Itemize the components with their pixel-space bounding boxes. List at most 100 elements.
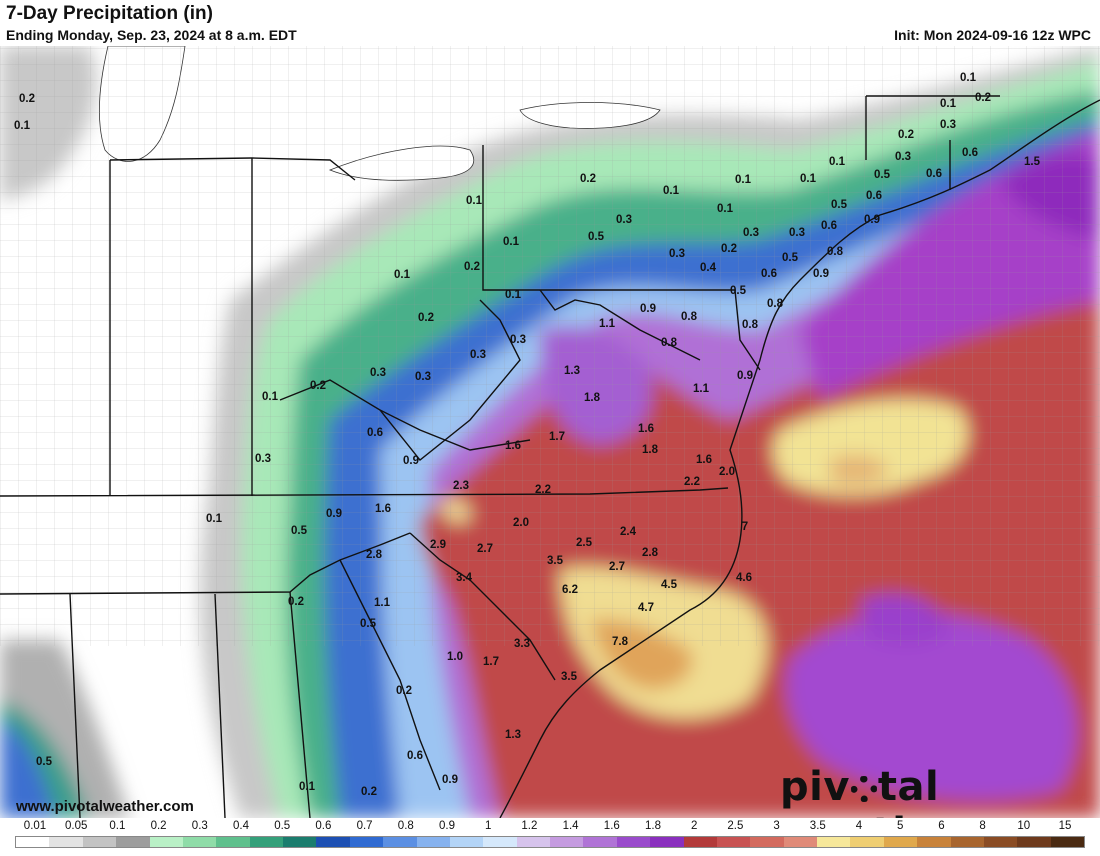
precip-value-label: 3.3 — [514, 638, 530, 650]
precip-value-label: 7 — [741, 521, 749, 533]
precip-value-label: 0.1 — [466, 195, 482, 207]
precip-value-label: 0.5 — [730, 285, 746, 297]
precip-value-label: 0.1 — [735, 174, 751, 186]
legend-swatch — [182, 837, 217, 847]
precip-value-label: 0.6 — [821, 220, 837, 232]
precip-value-label: 0.1 — [717, 203, 733, 215]
legend-tick-label: 0.6 — [315, 820, 332, 832]
precip-value-label: 0.2 — [721, 243, 737, 255]
color-legend: 0.01 0.05 0.1 0.2 0.3 0.4 0.5 0.6 0.7 0.8 0.9 1 1.2 1… — [0, 818, 1100, 850]
precip-value-label: 6.2 — [562, 584, 578, 596]
legend-swatch — [650, 837, 684, 847]
precip-value-label: 0.2 — [288, 596, 304, 608]
map-title: 7-Day Precipitation (in) — [6, 3, 213, 24]
precip-value-label: 0.8 — [827, 246, 843, 258]
precip-value-label: 0.1 — [262, 391, 278, 403]
legend-swatch — [383, 837, 417, 847]
precip-value-label: 2.8 — [642, 547, 658, 559]
precip-value-label: 0.3 — [616, 214, 632, 226]
precip-value-label: 0.3 — [415, 371, 431, 383]
init-time-label: Init: Mon 2024-09-16 12z WPC — [894, 27, 1091, 43]
valid-time-subtitle: Ending Monday, Sep. 23, 2024 at 8 a.m. E… — [6, 27, 297, 43]
legend-swatch — [49, 837, 83, 847]
legend-swatch — [483, 837, 517, 847]
precip-value-label: 2.0 — [719, 466, 735, 478]
precip-value-label: 3.5 — [561, 671, 577, 683]
legend-swatch — [917, 837, 951, 847]
precip-value-label: 0.3 — [255, 453, 271, 465]
precip-value-label: 0.1 — [663, 185, 679, 197]
legend-tick-label: 6 — [938, 820, 945, 832]
legend-swatch — [883, 837, 918, 847]
precip-value-label: 1.8 — [642, 444, 658, 456]
precip-value-label: 1.6 — [696, 454, 712, 466]
precip-value-label: 0.5 — [831, 199, 847, 211]
precip-value-label: 0.3 — [940, 119, 956, 131]
precip-value-label: 3.5 — [547, 555, 563, 567]
legend-swatch — [416, 837, 450, 847]
map-canvas — [0, 46, 1100, 818]
precip-value-label: 0.2 — [19, 93, 35, 105]
precip-value-label: 2.7 — [477, 543, 493, 555]
legend-tick-label: 1.8 — [645, 820, 661, 832]
legend-swatch — [1017, 837, 1051, 847]
legend-swatch — [349, 837, 384, 847]
precip-value-label: 0.1 — [14, 120, 30, 132]
legend-swatch — [550, 837, 584, 847]
legend-tick-label: 2 — [690, 820, 698, 832]
precip-value-label: 0.9 — [326, 508, 342, 520]
precip-value-label: 1.7 — [483, 656, 499, 668]
precip-value-label: 1.1 — [599, 318, 615, 330]
legend-tick-label: 0.3 — [191, 820, 208, 832]
precip-value-label: 0.3 — [510, 334, 526, 346]
precip-value-label: 0.6 — [926, 168, 942, 180]
legend-swatch — [82, 837, 117, 847]
precip-value-label: 2.9 — [430, 539, 446, 551]
precip-value-label: 0.2 — [396, 685, 412, 697]
legend-swatch — [116, 837, 150, 847]
precip-value-label: 0.1 — [394, 269, 410, 281]
precip-value-label: 4.7 — [638, 602, 654, 614]
legend-tick-label: 0.1 — [109, 820, 126, 832]
precip-value-label: 4.5 — [661, 579, 677, 591]
precip-value-label: 0.9 — [403, 455, 419, 467]
legend-tick-label: 15 — [1058, 820, 1072, 832]
precip-value-label: 0.1 — [940, 98, 956, 110]
legend-swatch — [216, 837, 250, 847]
precip-value-label: 2.7 — [609, 561, 625, 573]
precip-value-label: 0.8 — [767, 298, 783, 310]
precip-value-label: 2.2 — [535, 484, 551, 496]
precipitation-map[interactable]: 0.2 0.1 0.1 0.2 0.1 0.3 0.2 0.3 0.6 1.5 0.2 0.1 0.1 0… — [0, 46, 1100, 818]
state-boundaries — [0, 95, 1000, 818]
precip-value-label: 1.3 — [564, 365, 580, 377]
precip-value-label: 0.1 — [505, 289, 521, 301]
legend-tick-label: 0.4 — [233, 820, 249, 832]
legend-tick-label: 1.4 — [562, 820, 579, 832]
legend-swatch — [316, 837, 350, 847]
precip-value-label: 0.3 — [743, 227, 759, 239]
precip-value-label: 0.8 — [681, 311, 697, 323]
precip-value-label: 2.5 — [576, 537, 592, 549]
legend-tick-label: 0.5 — [274, 820, 291, 832]
precip-value-label: 0.5 — [291, 525, 307, 537]
legend-tick-label: 0.9 — [439, 820, 455, 832]
precip-value-label: 0.9 — [813, 268, 829, 280]
legend-swatch — [1050, 837, 1084, 847]
precip-value-label: 0.3 — [789, 227, 805, 239]
precip-value-label: 0.9 — [442, 774, 458, 786]
precip-value-label: 0.2 — [361, 786, 377, 798]
precip-value-label: 1.6 — [638, 423, 654, 435]
precip-value-label: 0.2 — [898, 129, 914, 141]
legend-ticks: 0.01 0.05 0.1 0.2 0.3 0.4 0.5 0.6 0.7 0.8 0.9 1 1.2 1… — [0, 820, 1100, 834]
precip-value-label: 1.6 — [505, 440, 521, 452]
legend-tick-label: 0.01 — [23, 820, 47, 832]
legend-color-bar — [15, 836, 1085, 848]
precip-value-label: 1.6 — [375, 503, 391, 515]
precip-value-label: 0.6 — [761, 268, 777, 280]
precip-value-label: 0.5 — [874, 169, 890, 181]
legend-swatch — [817, 837, 851, 847]
precip-value-label: 0.3 — [669, 248, 685, 260]
precip-value-label: 0.5 — [360, 618, 376, 630]
precip-value-label: 1.3 — [505, 729, 521, 741]
precip-value-label: 3.4 — [456, 572, 472, 584]
